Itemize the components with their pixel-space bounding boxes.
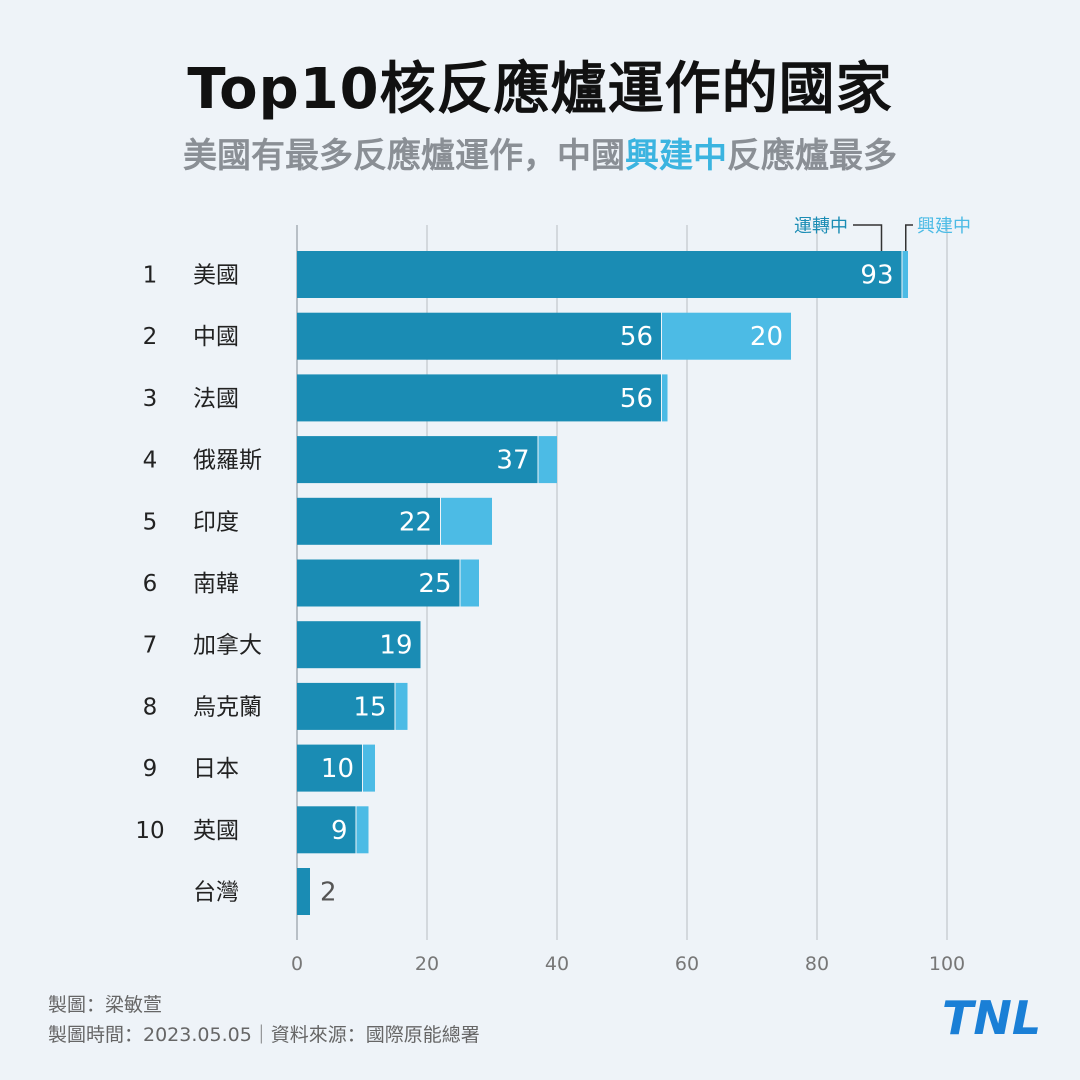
subtitle-prefix: 美國有最多反應爐運作，中國 <box>183 136 625 176</box>
x-tick-label: 0 <box>291 953 303 975</box>
rank-label: 8 <box>143 694 158 720</box>
bar-construction <box>902 251 908 298</box>
country-label: 美國 <box>193 263 239 289</box>
country-label: 印度 <box>193 509 239 535</box>
country-label: 台灣 <box>193 880 239 906</box>
legend-operating-label: 運轉中 <box>794 216 848 237</box>
chart-subtitle: 美國有最多反應爐運作，中國興建中反應爐最多 <box>0 128 1080 177</box>
rank-label: 6 <box>143 571 158 597</box>
bar-construction <box>538 436 557 484</box>
value-label-operating: 22 <box>399 507 432 537</box>
value-label-operating: 10 <box>321 754 354 784</box>
rank-label: 3 <box>143 386 158 412</box>
bar-operating <box>297 682 395 730</box>
x-tick-label: 100 <box>929 953 965 975</box>
country-label: 南韓 <box>193 571 239 597</box>
value-label-operating: 19 <box>379 631 412 661</box>
chart-title: Top10核反應爐運作的國家 <box>187 57 893 122</box>
rank-label: 2 <box>143 324 158 350</box>
bar-construction <box>441 497 492 545</box>
bar-construction <box>460 559 479 607</box>
value-label-construction: 20 <box>750 322 783 352</box>
x-tick-label: 60 <box>675 953 699 975</box>
value-label-operating: 2 <box>320 878 337 908</box>
subtitle-suffix: 反應爐最多 <box>727 136 897 176</box>
country-label: 俄羅斯 <box>193 448 262 474</box>
value-label-operating: 9 <box>331 816 348 846</box>
date-source-text: 製圖時間：2023.05.05｜資料來源：國際原能總署 <box>48 1024 480 1046</box>
bar-operating <box>297 806 356 854</box>
rank-label: 9 <box>143 756 158 782</box>
value-label-operating: 93 <box>860 261 893 291</box>
x-tick-label: 40 <box>545 953 569 975</box>
country-label: 法國 <box>193 386 239 412</box>
rank-label: 4 <box>143 448 158 474</box>
subtitle-highlight: 興建中 <box>625 136 727 176</box>
rank-label: 7 <box>143 633 158 659</box>
bar-construction <box>356 806 369 854</box>
legend-operating-leader <box>853 224 883 251</box>
value-label-operating: 37 <box>496 446 529 476</box>
tnl-logo: TNL <box>942 991 1041 1040</box>
bar-construction <box>395 682 408 730</box>
country-label: 英國 <box>193 818 239 844</box>
bar-operating <box>297 621 421 669</box>
x-tick-label: 20 <box>415 953 439 975</box>
bar-operating <box>297 744 362 792</box>
value-label-operating: 25 <box>418 569 451 599</box>
country-label: 中國 <box>193 324 239 350</box>
legend-construction-label: 興建中 <box>917 216 971 237</box>
bar-operating <box>297 497 440 545</box>
rank-label: 1 <box>143 263 158 289</box>
bar-operating <box>297 251 902 298</box>
bar-construction <box>662 312 791 360</box>
x-tick-label: 80 <box>805 953 829 975</box>
credit-text: 製圖：梁敏萱 <box>48 994 163 1016</box>
country-label: 加拿大 <box>193 632 262 659</box>
value-label-operating: 56 <box>620 322 653 352</box>
bar-operating <box>297 312 661 360</box>
bar-operating <box>297 374 661 422</box>
value-label-operating: 56 <box>620 384 653 414</box>
bar-construction <box>363 744 375 792</box>
tnl-logo-text: TNL <box>942 991 1041 1040</box>
rank-label: 5 <box>143 509 158 535</box>
country-label: 烏克蘭 <box>193 694 262 720</box>
bar-operating <box>297 868 310 915</box>
bar-operating <box>297 559 460 607</box>
bar-construction <box>662 374 668 422</box>
country-label: 日本 <box>193 756 239 782</box>
rank-label: 10 <box>135 818 164 844</box>
value-label-operating: 15 <box>353 692 386 722</box>
bar-operating <box>297 436 538 484</box>
legend-construction-leader <box>905 224 913 251</box>
